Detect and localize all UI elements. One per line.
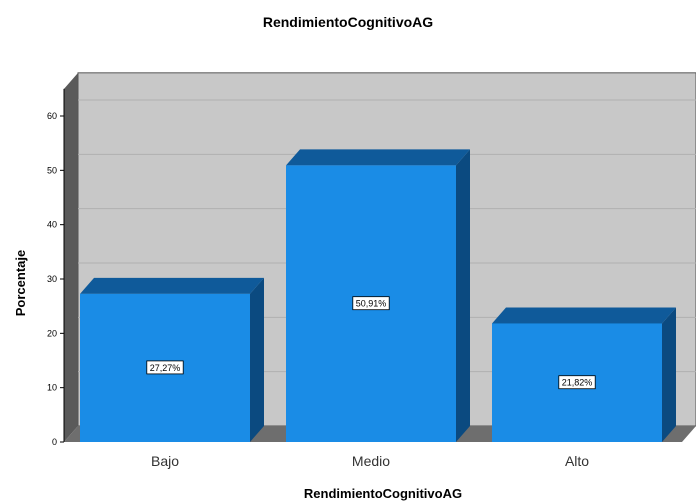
y-tick-label: 50 [47,165,57,175]
y-tick-label: 20 [47,328,57,338]
left-wall [64,72,78,442]
bar-top [80,277,264,294]
bar-side [456,149,470,442]
bar-side [250,277,264,442]
data-label: 27,27% [146,360,184,375]
data-label-text: 27,27% [150,363,181,373]
data-label-text: 50,91% [356,299,387,309]
data-label-text: 21,82% [562,378,593,388]
data-label: 50,91% [352,296,390,311]
y-tick-label: 30 [47,274,57,284]
y-tick-label: 0 [52,437,57,447]
bar-top [286,149,470,166]
bar-top [492,307,676,324]
data-label-box [146,360,184,375]
x-axis-label: RendimientoCognitivoAG [304,486,462,501]
bar-alto [492,307,676,442]
chart-title: RendimientoCognitivoAG [263,14,433,30]
bar-bajo [80,277,264,442]
data-label-box [558,375,596,390]
x-tick-label: Medio [352,453,390,469]
x-axis-ticks: Bajo Medio Alto [151,453,589,469]
y-tick-label: 40 [47,220,57,230]
y-axis-ticks: 0 10 20 30 40 50 60 [47,88,65,447]
bar-medio [286,149,470,442]
x-tick-label: Alto [565,453,589,469]
y-tick-label: 60 [47,111,57,121]
y-tick-label: 10 [47,383,57,393]
x-tick-label: Bajo [151,453,179,469]
data-label-box [352,296,390,311]
data-labels: 27,27% 50,91% 21,82% [146,296,596,390]
y-axis-label: Porcentaje [13,250,28,316]
data-label: 21,82% [558,375,596,390]
bar-side [662,307,676,442]
